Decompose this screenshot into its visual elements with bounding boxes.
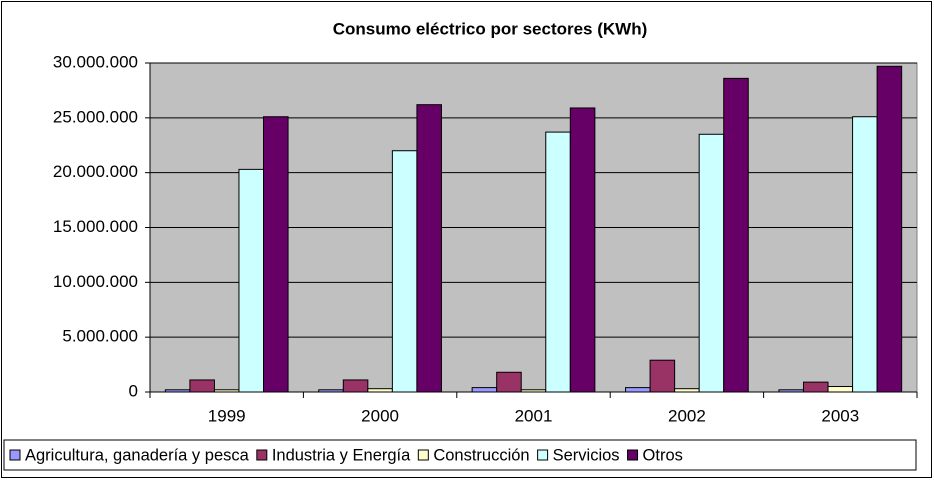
bar [802,381,829,393]
legend-swatch [9,449,21,461]
x-tick-label: 2000 [361,406,399,425]
bar [827,386,854,393]
bar [263,116,289,393]
bar [416,104,442,393]
legend-swatch [417,449,429,461]
legend-label: Otros [643,446,683,464]
bar [698,133,725,393]
bar [569,107,596,393]
x-tick-label: 2001 [515,406,553,425]
legend-label: Servicios [553,446,620,464]
bar [342,379,369,393]
bar [649,359,676,393]
legend-swatch [537,449,549,461]
bar [189,379,215,393]
bar [391,150,418,393]
y-tick-label: 10.000.000 [53,272,138,291]
x-tick-label: 2002 [668,406,706,425]
chart-title: Consumo eléctrico por sectores (KWh) [333,19,648,38]
x-tick-label: 2003 [821,406,859,425]
y-tick-label: 20.000.000 [53,162,138,181]
bar [876,65,903,393]
x-tick-label: 1999 [208,406,246,425]
legend-swatch [256,449,268,461]
y-tick-label: 25.000.000 [53,107,138,126]
bar [852,116,878,393]
y-tick-label: 0 [129,381,138,400]
y-tick-label: 5.000.000 [62,327,138,346]
bar [723,77,749,393]
y-tick-label: 15.000.000 [53,217,138,236]
legend-label: Agricultura, ganadería y pesca [25,446,250,464]
legend-label: Industria y Energía [272,446,411,464]
legend [3,439,917,471]
legend-swatch [627,449,639,461]
bar [625,387,651,393]
bar [545,131,571,393]
bar [471,387,498,393]
bar [238,168,265,393]
bar [496,371,522,393]
y-tick-label: 30.000.000 [53,52,138,71]
legend-label: Construcción [433,446,529,464]
